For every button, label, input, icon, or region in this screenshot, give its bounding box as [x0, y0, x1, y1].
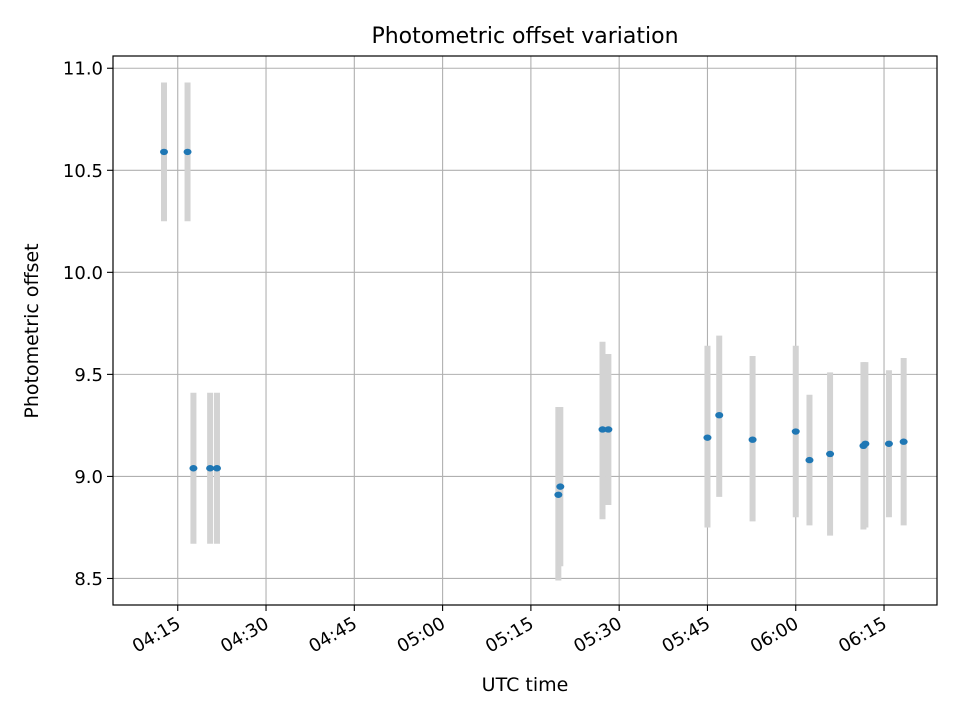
x-axis-label: UTC time — [482, 674, 569, 696]
x-tick-label: 04:45 — [305, 613, 360, 657]
data-point — [703, 434, 712, 441]
y-tick-label: 10.0 — [63, 263, 103, 284]
error-bars — [161, 82, 907, 581]
data-point — [884, 440, 893, 447]
y-tick-label: 11.0 — [63, 59, 103, 80]
grid-layer — [113, 56, 937, 605]
y-tick-label: 10.5 — [63, 161, 103, 182]
x-tick-label: 04:15 — [129, 613, 184, 657]
data-point — [183, 148, 192, 156]
data-point — [160, 148, 169, 156]
x-tick-label: 05:30 — [570, 613, 625, 657]
data-point — [554, 491, 563, 498]
x-tick-label: 06:15 — [835, 613, 890, 657]
y-tick-label: 9.0 — [74, 467, 103, 488]
data-points — [160, 148, 908, 498]
data-point — [791, 428, 800, 435]
y-axis-label: Photometric offset — [21, 243, 43, 418]
y-tick-label: 9.5 — [74, 365, 103, 386]
y-tick-label: 8.5 — [74, 569, 103, 590]
chart-title: Photometric offset variation — [371, 24, 678, 49]
data-point — [212, 465, 221, 472]
data-point — [604, 426, 613, 433]
data-point — [861, 440, 870, 447]
data-point — [748, 436, 757, 443]
x-tick-label: 04:30 — [217, 613, 272, 657]
data-point — [206, 465, 215, 472]
data-point — [826, 450, 835, 458]
x-tick-label: 05:45 — [659, 613, 714, 657]
x-tick-label: 06:00 — [747, 613, 802, 657]
data-point — [556, 483, 565, 490]
data-point — [189, 465, 198, 472]
data-point — [715, 411, 724, 419]
data-point — [805, 456, 814, 464]
plot-frame — [112, 55, 938, 606]
data-point — [598, 426, 607, 433]
x-tick-label: 05:15 — [482, 613, 537, 657]
x-tick-label: 05:00 — [394, 613, 449, 657]
data-point — [899, 438, 908, 445]
